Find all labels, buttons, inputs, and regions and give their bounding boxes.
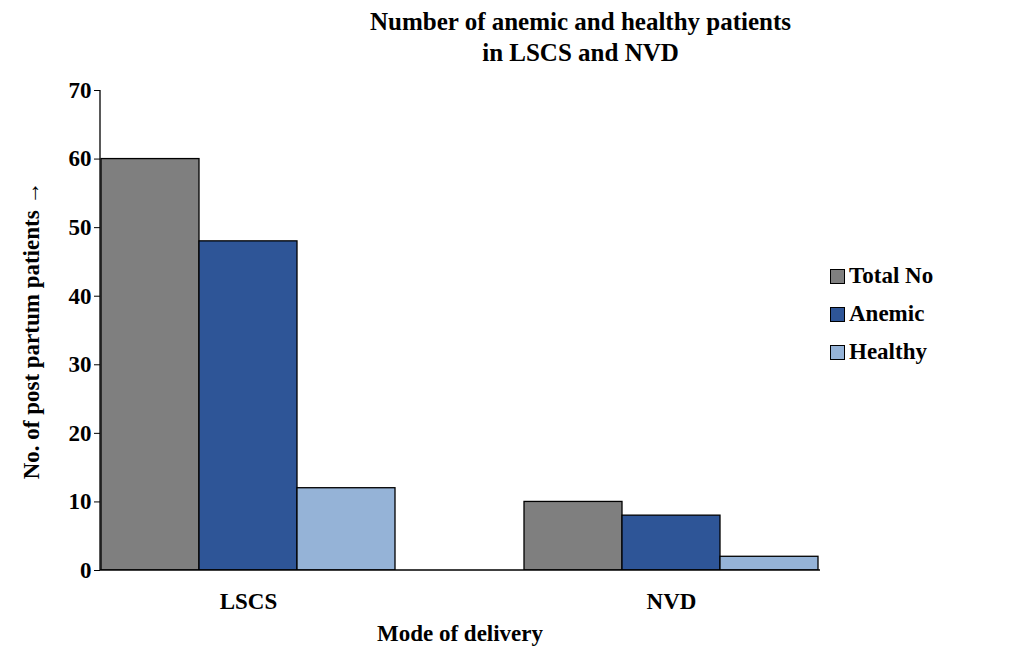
- svg-text:0: 0: [80, 558, 92, 583]
- svg-text:50: 50: [69, 215, 92, 240]
- svg-text:NVD: NVD: [647, 589, 697, 614]
- svg-text:20: 20: [69, 421, 92, 446]
- html-text:Anemic: Anemic: [849, 301, 925, 326]
- svg-text:60: 60: [69, 146, 92, 171]
- svg-text:10: 10: [69, 489, 92, 514]
- svg-text:30: 30: [69, 352, 92, 377]
- html-text:Healthy: Healthy: [849, 339, 927, 364]
- svg-text:70: 70: [69, 78, 92, 103]
- svg-text:Mode of delivery: Mode of delivery: [377, 621, 544, 646]
- html-text:Number of anemic and healthy p: Number of anemic and healthy patients in…: [370, 8, 791, 66]
- svg-text:40: 40: [69, 284, 92, 309]
- svg-text:No. of post partum patients →: No. of post partum patients →: [19, 182, 44, 480]
- svg-text:LSCS: LSCS: [220, 589, 278, 614]
- html-text:Total No: Total No: [849, 263, 934, 288]
